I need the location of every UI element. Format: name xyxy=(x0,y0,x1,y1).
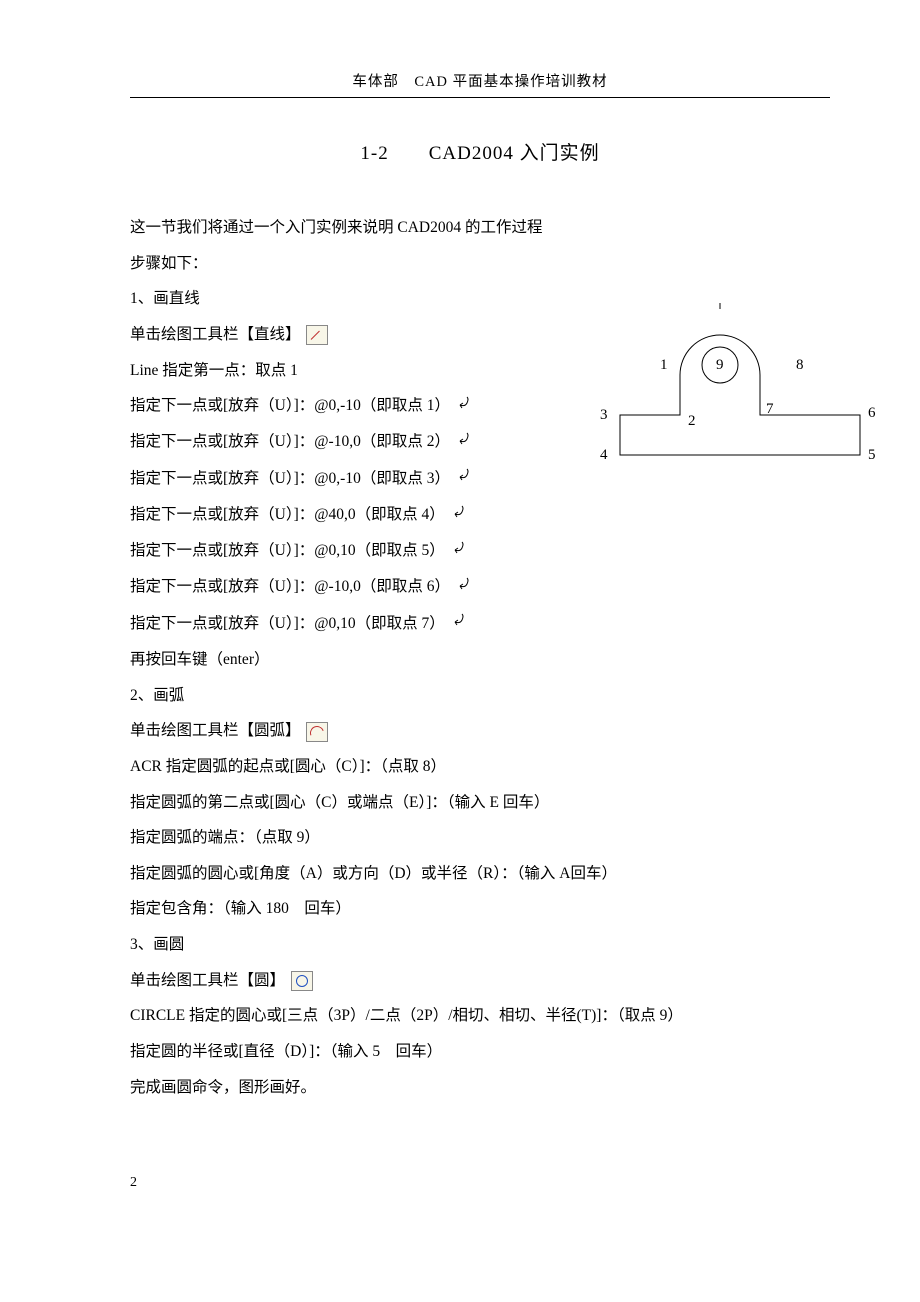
fig-label-9: 9 xyxy=(716,357,724,374)
enter-arrow-icon xyxy=(448,534,468,570)
step3-tool-text: 单击绘图工具栏【圆】 xyxy=(130,972,285,989)
section-title: 1-2 CAD2004 入门实例 xyxy=(130,138,830,165)
step2-tool-line: 单击绘图工具栏【圆弧】 xyxy=(130,713,830,749)
circle-tool-icon xyxy=(291,971,313,991)
example-figure: 1 2 3 4 5 6 7 8 9 xyxy=(570,275,890,475)
page-container: 车体部 CAD 平面基本操作培训教材 1-2 CAD2004 入门实例 这一节我… xyxy=(0,0,920,1251)
enter-arrow-icon xyxy=(453,389,473,425)
step2-heading: 2、画弧 xyxy=(130,678,830,714)
step1-cmd-5-text: 指定下一点或[放弃（U）]：@0,10（即取点 5） xyxy=(130,542,445,559)
step2-tool-text: 单击绘图工具栏【圆弧】 xyxy=(130,722,301,739)
step3-heading: 3、画圆 xyxy=(130,927,830,963)
enter-arrow-icon xyxy=(448,606,468,642)
step1-cmd-6: 指定下一点或[放弃（U）]：@-10,0（即取点 6） xyxy=(130,569,830,605)
fig-label-1: 1 xyxy=(660,357,668,374)
step1-cmd-3-text: 指定下一点或[放弃（U）]：@0,-10（即取点 3） xyxy=(130,470,450,487)
fig-label-8: 8 xyxy=(796,357,804,374)
step1-tool-text: 单击绘图工具栏【直线】 xyxy=(130,326,301,343)
step3-cmd-2: 指定圆的半径或[直径（D）]：（输入 5 回车） xyxy=(130,1034,830,1070)
intro-line-1: 这一节我们将通过一个入门实例来说明 CAD2004 的工作过程 xyxy=(130,210,830,246)
step3-cmd-3: 完成画圆命令，图形画好。 xyxy=(130,1070,830,1106)
step2-cmd-5: 指定包含角：（输入 180 回车） xyxy=(130,891,830,927)
step1-cmd-4-text: 指定下一点或[放弃（U）]：@40,0（即取点 4） xyxy=(130,506,445,523)
fig-label-6: 6 xyxy=(868,405,876,422)
enter-arrow-icon xyxy=(453,461,473,497)
figure-svg xyxy=(570,275,890,475)
page-number: 2 xyxy=(130,1175,830,1191)
step1-enter: 再按回车键（enter） xyxy=(130,642,830,678)
step1-cmd-7: 指定下一点或[放弃（U）]：@0,10（即取点 7） xyxy=(130,606,830,642)
step2-cmd-1: ACR 指定圆弧的起点或[圆心（C）]：（点取 8） xyxy=(130,749,830,785)
fig-label-7: 7 xyxy=(766,401,774,418)
enter-arrow-icon xyxy=(448,498,468,534)
step2-cmd-2: 指定圆弧的第二点或[圆心（C）或端点（E）]：（输入 E 回车） xyxy=(130,785,830,821)
step1-cmd-7-text: 指定下一点或[放弃（U）]：@0,10（即取点 7） xyxy=(130,615,445,632)
fig-label-5: 5 xyxy=(868,447,876,464)
line-tool-icon xyxy=(306,325,328,345)
fig-label-3: 3 xyxy=(600,407,608,424)
step1-cmd-1-text: 指定下一点或[放弃（U）]：@0,-10（即取点 1） xyxy=(130,397,450,414)
step2-cmd-3: 指定圆弧的端点：（点取 9） xyxy=(130,820,830,856)
step3-cmd-1: CIRCLE 指定的圆心或[三点（3P）/二点（2P）/相切、相切、半径(T)]… xyxy=(130,998,830,1034)
arc-tool-icon xyxy=(306,722,328,742)
step1-cmd-2-text: 指定下一点或[放弃（U）]：@-10,0（即取点 2） xyxy=(130,433,450,450)
fig-label-4: 4 xyxy=(600,447,608,464)
fig-label-2: 2 xyxy=(688,413,696,430)
step2-cmd-4: 指定圆弧的圆心或[角度（A）或方向（D）或半径（R）：（输入 A回车） xyxy=(130,856,830,892)
enter-arrow-icon xyxy=(453,570,473,606)
step1-cmd-6-text: 指定下一点或[放弃（U）]：@-10,0（即取点 6） xyxy=(130,578,450,595)
step3-tool-line: 单击绘图工具栏【圆】 xyxy=(130,963,830,999)
step1-cmd-5: 指定下一点或[放弃（U）]：@0,10（即取点 5） xyxy=(130,533,830,569)
step1-cmd-4: 指定下一点或[放弃（U）]：@40,0（即取点 4） xyxy=(130,497,830,533)
page-header: 车体部 CAD 平面基本操作培训教材 xyxy=(130,70,830,98)
enter-arrow-icon xyxy=(453,425,473,461)
